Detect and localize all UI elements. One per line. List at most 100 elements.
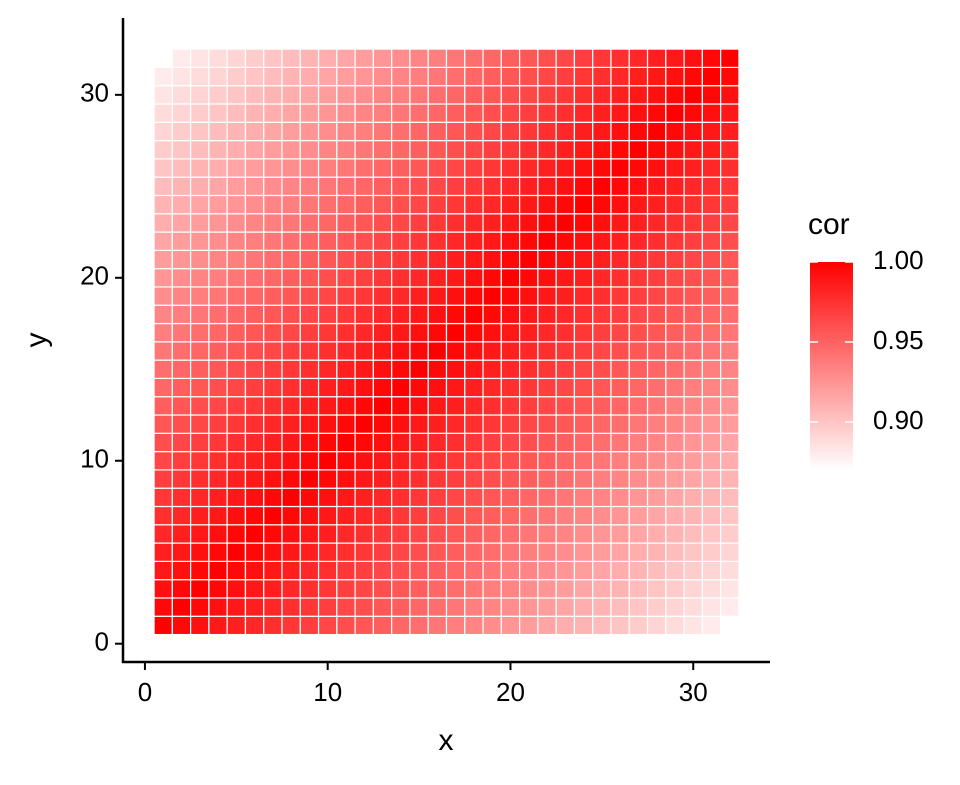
heat-cell xyxy=(244,304,265,325)
heat-cell xyxy=(537,249,557,270)
heat-cell xyxy=(482,414,502,434)
heat-cell xyxy=(646,158,667,178)
heat-cell xyxy=(701,359,722,380)
heat-cell xyxy=(391,487,411,508)
heat-cell xyxy=(354,286,374,306)
heat-cell xyxy=(720,48,740,68)
heat-cell xyxy=(683,103,703,123)
heat-cell xyxy=(263,560,283,581)
heat-cell xyxy=(427,66,448,87)
heat-cell xyxy=(299,66,320,87)
heat-cell xyxy=(610,85,630,105)
heat-cell xyxy=(555,121,576,142)
heat-cell xyxy=(427,542,448,562)
heat-cell xyxy=(244,487,265,508)
heat-cell xyxy=(445,322,466,343)
heat-cell xyxy=(391,286,411,306)
heat-cell xyxy=(464,304,484,325)
heat-cell xyxy=(683,505,703,526)
heat-cell xyxy=(445,505,466,526)
heat-cell xyxy=(354,121,374,142)
heat-cell xyxy=(519,597,539,617)
heat-cell xyxy=(665,48,685,68)
heat-cell xyxy=(299,48,320,68)
heat-cell xyxy=(372,524,393,544)
heat-cell xyxy=(701,213,722,233)
heat-cell xyxy=(171,231,192,251)
heat-cell xyxy=(153,103,173,123)
heat-cell xyxy=(628,158,649,178)
heat-cell xyxy=(391,597,411,617)
heat-cell xyxy=(263,396,283,416)
heat-cell xyxy=(573,139,594,160)
heat-cell xyxy=(281,268,301,288)
heat-cell xyxy=(427,377,448,398)
heat-cell xyxy=(391,542,411,562)
heat-cell xyxy=(683,341,703,361)
heat-cell xyxy=(573,487,594,508)
heat-cell xyxy=(720,231,740,251)
heat-cell xyxy=(153,286,173,306)
heat-cell xyxy=(665,213,685,233)
heat-cell xyxy=(573,579,594,599)
heat-cell xyxy=(592,359,612,380)
heat-cell xyxy=(226,176,247,197)
heat-cell xyxy=(190,579,210,599)
heat-cell xyxy=(519,268,539,288)
heat-cell xyxy=(646,103,667,123)
heat-cell xyxy=(208,249,228,270)
x-tick-label: 10 xyxy=(313,677,342,707)
heat-cell xyxy=(720,542,740,562)
heat-cell xyxy=(555,268,576,288)
heat-cell xyxy=(537,432,557,453)
heat-cell xyxy=(592,48,612,68)
heat-cell xyxy=(500,48,521,68)
heat-cell xyxy=(171,359,192,380)
heat-cell xyxy=(354,103,374,123)
heat-cell xyxy=(537,542,557,562)
heat-cell xyxy=(464,158,484,178)
heat-cell xyxy=(464,66,484,87)
heat-cell xyxy=(701,469,722,489)
heat-cell xyxy=(720,213,740,233)
heat-cell xyxy=(720,194,740,215)
heat-cell xyxy=(391,377,411,398)
heat-cell xyxy=(391,139,411,160)
heat-cell xyxy=(299,377,320,398)
heat-cell xyxy=(190,304,210,325)
heat-cell xyxy=(299,579,320,599)
heat-cell xyxy=(409,249,429,270)
heat-cell xyxy=(665,194,685,215)
heat-cell xyxy=(665,176,685,197)
heat-cell xyxy=(354,194,374,215)
heat-cell xyxy=(720,66,740,87)
heat-cell xyxy=(299,194,320,215)
heat-cell xyxy=(665,85,685,105)
heat-cell xyxy=(427,176,448,197)
heat-cell xyxy=(555,213,576,233)
heat-cell xyxy=(464,139,484,160)
heat-cell xyxy=(190,542,210,562)
heat-cell xyxy=(592,414,612,434)
heat-cell xyxy=(555,158,576,178)
heat-cell xyxy=(500,487,521,508)
heat-cell xyxy=(372,597,393,617)
heat-cell xyxy=(555,579,576,599)
heat-cell xyxy=(336,542,356,562)
heat-cell xyxy=(519,139,539,160)
heat-cell xyxy=(208,377,228,398)
heat-cell xyxy=(482,158,502,178)
heat-cell xyxy=(701,560,722,581)
heat-cell xyxy=(646,396,667,416)
heat-cell xyxy=(464,268,484,288)
heat-cell xyxy=(281,615,301,636)
heat-cell xyxy=(299,560,320,581)
heat-cell xyxy=(281,341,301,361)
heat-cell xyxy=(153,542,173,562)
heat-cell xyxy=(208,139,228,160)
heat-cell xyxy=(519,121,539,142)
heat-cell xyxy=(500,432,521,453)
heat-cell xyxy=(317,524,338,544)
heat-cell xyxy=(354,579,374,599)
heat-cell xyxy=(299,396,320,416)
